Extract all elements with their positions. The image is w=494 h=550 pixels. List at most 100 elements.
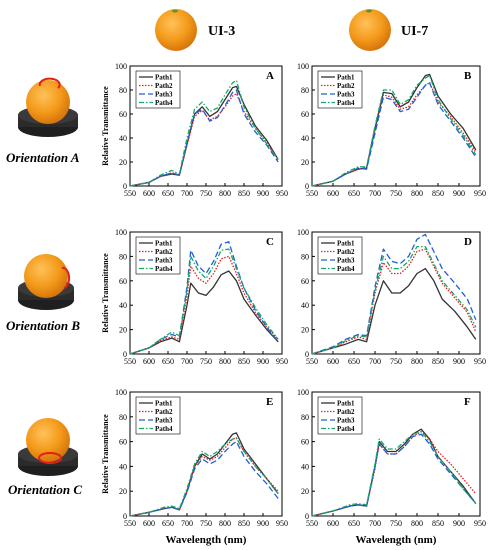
legend-label: Path4 xyxy=(337,99,355,107)
orientation-label: Orientation A xyxy=(6,150,80,165)
series-line-path1 xyxy=(129,270,279,355)
x-tick-label: 600 xyxy=(327,519,339,528)
x-tick-label: 950 xyxy=(276,189,288,198)
legend-label: Path2 xyxy=(155,248,173,256)
x-tick-label: 900 xyxy=(257,189,269,198)
y-tick-label: 0 xyxy=(305,350,309,359)
x-tick-label: 800 xyxy=(411,357,423,366)
panel-letter: F xyxy=(464,396,471,408)
series-line-path4 xyxy=(129,437,279,517)
y-tick-label: 80 xyxy=(301,252,309,261)
legend-label: Path1 xyxy=(337,240,355,248)
legend-label: Path2 xyxy=(155,82,173,90)
marker-icon xyxy=(38,77,61,89)
x-tick-label: 550 xyxy=(124,519,136,528)
x-tick-label: 900 xyxy=(453,519,465,528)
legend-label: Path4 xyxy=(155,425,173,433)
x-tick-label: 700 xyxy=(369,519,381,528)
column-title: UI-7 xyxy=(401,24,428,39)
x-tick-label: 650 xyxy=(348,189,360,198)
series-line-path1 xyxy=(311,267,477,355)
legend-label: Path2 xyxy=(337,408,355,416)
y-tick-label: 100 xyxy=(115,228,127,237)
y-tick-label: 0 xyxy=(123,350,127,359)
x-tick-label: 800 xyxy=(219,519,231,528)
x-tick-label: 850 xyxy=(432,357,444,366)
x-axis-label: Wavelength (nm) xyxy=(356,534,437,546)
x-tick-label: 750 xyxy=(390,357,402,366)
orange-stem-icon xyxy=(172,9,178,13)
x-tick-label: 900 xyxy=(453,357,465,366)
x-tick-label: 600 xyxy=(143,519,155,528)
legend-label: Path4 xyxy=(155,265,173,273)
y-axis-label: Relative Transmittance xyxy=(101,86,110,166)
orange-icon xyxy=(26,418,70,462)
x-tick-label: 700 xyxy=(181,189,193,198)
marker-icon xyxy=(38,452,62,464)
chart-panel-d: 0 20 40 60 80 100 550 600 650 700 750 800 850 900 950 D… xyxy=(297,228,486,366)
x-tick-label: 550 xyxy=(124,357,136,366)
x-tick-label: 550 xyxy=(306,519,318,528)
x-tick-label: 900 xyxy=(257,357,269,366)
column-header-0: UI-3 xyxy=(155,9,235,51)
x-tick-label: 950 xyxy=(474,519,486,528)
y-tick-label: 80 xyxy=(119,252,127,261)
legend-label: Path3 xyxy=(155,417,173,425)
x-tick-label: 700 xyxy=(181,519,193,528)
legend-label: Path4 xyxy=(337,425,355,433)
y-tick-label: 40 xyxy=(119,301,127,310)
x-tick-label: 950 xyxy=(276,519,288,528)
series-line-path1 xyxy=(129,85,279,187)
legend-label: Path2 xyxy=(337,82,355,90)
y-tick-label: 0 xyxy=(305,182,309,191)
panel-letter: B xyxy=(464,70,472,82)
x-tick-label: 850 xyxy=(432,519,444,528)
x-tick-label: 800 xyxy=(219,357,231,366)
x-tick-label: 850 xyxy=(238,519,250,528)
y-tick-label: 20 xyxy=(301,487,309,496)
y-tick-label: 60 xyxy=(301,110,309,119)
column-header-1: UI-7 xyxy=(349,9,428,51)
legend-label: Path4 xyxy=(155,99,173,107)
y-tick-label: 20 xyxy=(301,326,309,335)
x-tick-label: 600 xyxy=(143,357,155,366)
series-line-path3 xyxy=(311,82,477,187)
chart-panel-f: 0 20 40 60 80 100 550 600 650 700 750 800 850 900 950 W… xyxy=(297,388,486,546)
orange-stem-icon xyxy=(366,9,372,13)
column-title: UI-3 xyxy=(208,24,235,39)
legend-label: Path3 xyxy=(337,417,355,425)
series-line-path3 xyxy=(311,233,477,355)
series-line-path2 xyxy=(311,431,477,517)
series-line-path1 xyxy=(129,432,279,517)
x-tick-label: 750 xyxy=(390,189,402,198)
x-tick-label: 850 xyxy=(238,357,250,366)
y-tick-label: 100 xyxy=(115,388,127,397)
y-tick-label: 40 xyxy=(301,462,309,471)
orientation-row-0: Orientation A xyxy=(6,77,80,165)
panel-letter: A xyxy=(266,70,274,82)
orientation-row-1: Orientation B xyxy=(6,254,80,333)
series-line-path2 xyxy=(311,82,477,187)
x-tick-label: 750 xyxy=(200,519,212,528)
y-tick-label: 40 xyxy=(301,134,309,143)
y-tick-label: 0 xyxy=(123,182,127,191)
x-tick-label: 750 xyxy=(200,357,212,366)
x-tick-label: 800 xyxy=(411,519,423,528)
x-tick-label: 700 xyxy=(181,357,193,366)
x-tick-label: 550 xyxy=(306,189,318,198)
legend-label: Path1 xyxy=(337,400,355,408)
y-tick-label: 0 xyxy=(123,512,127,521)
legend-label: Path1 xyxy=(155,240,173,248)
legend-label: Path4 xyxy=(337,265,355,273)
x-tick-label: 850 xyxy=(432,189,444,198)
orange-icon xyxy=(24,254,68,298)
x-tick-label: 600 xyxy=(327,189,339,198)
chart-panel-b: 0 20 40 60 80 100 550 600 650 700 750 800 850 900 950 B… xyxy=(297,62,486,198)
orange-icon xyxy=(349,9,391,51)
y-axis-label: Relative Transmittance xyxy=(101,253,110,333)
legend-label: Path2 xyxy=(155,408,173,416)
x-tick-label: 900 xyxy=(453,189,465,198)
chart-panel-a: 0 20 40 60 80 100 550 600 650 700 750 800 850 900 950 R… xyxy=(101,62,288,198)
